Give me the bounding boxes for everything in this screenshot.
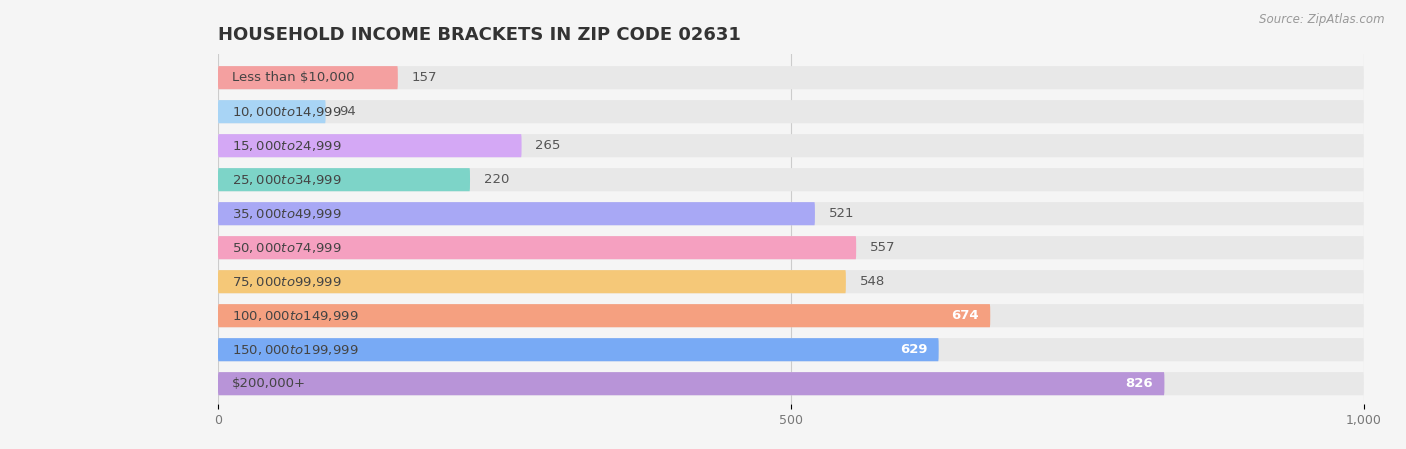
FancyBboxPatch shape (218, 202, 1364, 225)
Text: Source: ZipAtlas.com: Source: ZipAtlas.com (1260, 13, 1385, 26)
Text: $100,000 to $149,999: $100,000 to $149,999 (232, 309, 359, 323)
FancyBboxPatch shape (218, 270, 846, 293)
FancyBboxPatch shape (218, 372, 1164, 395)
Text: 94: 94 (339, 105, 356, 118)
Text: 220: 220 (484, 173, 509, 186)
FancyBboxPatch shape (218, 236, 1364, 259)
Text: 629: 629 (900, 343, 927, 356)
FancyBboxPatch shape (218, 270, 1364, 293)
Text: $150,000 to $199,999: $150,000 to $199,999 (232, 343, 359, 357)
FancyBboxPatch shape (218, 338, 939, 361)
Text: 674: 674 (952, 309, 979, 322)
FancyBboxPatch shape (218, 134, 1364, 157)
Text: $75,000 to $99,999: $75,000 to $99,999 (232, 275, 342, 289)
Text: 265: 265 (536, 139, 561, 152)
Text: 157: 157 (412, 71, 437, 84)
FancyBboxPatch shape (218, 66, 1364, 89)
FancyBboxPatch shape (218, 304, 990, 327)
Text: Less than $10,000: Less than $10,000 (232, 71, 354, 84)
FancyBboxPatch shape (218, 168, 1364, 191)
Text: $50,000 to $74,999: $50,000 to $74,999 (232, 241, 342, 255)
Text: $25,000 to $34,999: $25,000 to $34,999 (232, 173, 342, 187)
Text: $200,000+: $200,000+ (232, 377, 305, 390)
FancyBboxPatch shape (218, 100, 1364, 123)
FancyBboxPatch shape (218, 202, 815, 225)
Text: 826: 826 (1125, 377, 1153, 390)
FancyBboxPatch shape (218, 100, 326, 123)
FancyBboxPatch shape (218, 236, 856, 259)
Text: 548: 548 (859, 275, 884, 288)
FancyBboxPatch shape (218, 66, 398, 89)
Text: HOUSEHOLD INCOME BRACKETS IN ZIP CODE 02631: HOUSEHOLD INCOME BRACKETS IN ZIP CODE 02… (218, 26, 741, 44)
FancyBboxPatch shape (218, 134, 522, 157)
FancyBboxPatch shape (218, 168, 470, 191)
Text: $15,000 to $24,999: $15,000 to $24,999 (232, 139, 342, 153)
FancyBboxPatch shape (218, 338, 1364, 361)
Text: $10,000 to $14,999: $10,000 to $14,999 (232, 105, 342, 119)
Text: 521: 521 (828, 207, 855, 220)
FancyBboxPatch shape (218, 372, 1364, 395)
FancyBboxPatch shape (218, 304, 1364, 327)
Text: $35,000 to $49,999: $35,000 to $49,999 (232, 207, 342, 221)
Text: 557: 557 (870, 241, 896, 254)
